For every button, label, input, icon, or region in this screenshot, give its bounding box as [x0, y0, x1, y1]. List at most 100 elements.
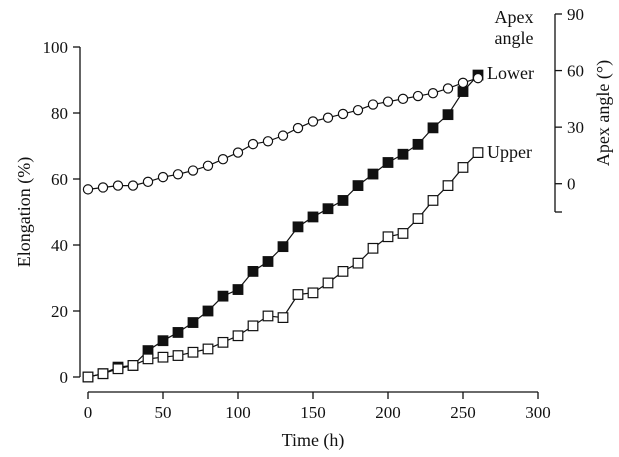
series-line-lower — [87, 74, 479, 378]
data-point — [202, 343, 214, 355]
y2-tick-label: 90 — [567, 5, 584, 24]
x-tick-label: 150 — [300, 403, 326, 422]
y-tick-label: 80 — [51, 104, 68, 123]
y-tick-label: 40 — [51, 236, 68, 255]
data-point — [442, 109, 454, 121]
data-point — [412, 138, 424, 150]
data-point — [172, 169, 184, 180]
data-point — [247, 138, 259, 150]
data-point — [277, 130, 289, 141]
data-point — [412, 90, 424, 102]
x-tick-label: 200 — [375, 403, 401, 422]
y2-tick-label: 30 — [567, 118, 584, 137]
series-markers — [82, 69, 484, 383]
data-point — [412, 213, 424, 225]
data-point — [247, 266, 259, 277]
data-point — [82, 371, 94, 383]
data-point — [307, 116, 319, 127]
series-label-lower: Lower — [487, 63, 534, 83]
data-point — [232, 284, 244, 295]
data-point — [277, 312, 289, 323]
data-point — [202, 160, 214, 171]
data-point — [367, 242, 379, 254]
data-point — [202, 305, 214, 317]
x-tick-label: 50 — [155, 403, 172, 422]
data-point — [217, 336, 229, 348]
y-axis-title: Elongation (%) — [14, 157, 35, 267]
y2-axis-title: Apex angle (°) — [593, 60, 614, 166]
data-point — [352, 257, 364, 269]
data-point — [187, 165, 199, 176]
data-point — [367, 168, 379, 180]
data-point — [457, 162, 469, 173]
series-label-apex-line1: Apex — [495, 7, 534, 27]
data-point — [262, 136, 274, 147]
data-point — [322, 112, 334, 123]
x-tick-label: 100 — [225, 403, 251, 422]
data-point — [367, 99, 379, 110]
data-point — [217, 153, 229, 165]
y-tick-label: 100 — [43, 38, 69, 57]
data-point — [322, 203, 334, 215]
data-point — [112, 363, 124, 375]
y2-tick-label: 60 — [567, 62, 584, 81]
x-tick-label: 0 — [84, 403, 93, 422]
series-label-apex-line2: angle — [495, 28, 534, 48]
data-point — [382, 96, 394, 107]
series-label-upper: Upper — [487, 142, 532, 162]
data-point — [142, 353, 154, 365]
data-point — [262, 310, 274, 322]
data-point — [382, 231, 394, 243]
data-point — [157, 335, 169, 347]
data-point — [337, 108, 349, 120]
data-point — [247, 320, 259, 332]
data-point — [382, 157, 394, 168]
data-point — [97, 182, 109, 193]
y-tick-label: 20 — [51, 302, 68, 321]
x-tick-label: 250 — [450, 403, 476, 422]
series-lines — [87, 74, 479, 378]
data-point — [277, 241, 289, 253]
data-point — [172, 327, 184, 338]
axes — [79, 14, 556, 393]
data-point — [187, 317, 199, 328]
data-point — [292, 289, 304, 300]
data-point — [262, 256, 274, 267]
data-point — [337, 266, 349, 277]
data-point — [127, 180, 139, 191]
data-point — [232, 330, 244, 342]
data-point — [157, 351, 169, 363]
data-point — [457, 77, 469, 89]
data-point — [112, 180, 124, 191]
data-point — [442, 83, 454, 94]
data-point — [427, 122, 439, 134]
y-tick-label: 60 — [51, 170, 68, 189]
data-point — [427, 87, 439, 99]
data-point — [292, 221, 304, 233]
data-point — [232, 147, 244, 158]
data-point — [307, 211, 319, 223]
data-point — [472, 147, 484, 159]
data-point — [427, 195, 439, 206]
data-point — [442, 180, 454, 192]
data-point — [397, 228, 409, 239]
data-point — [292, 122, 304, 134]
data-point — [352, 180, 364, 192]
data-point — [187, 346, 199, 358]
x-axis-title: Time (h) — [282, 430, 345, 451]
data-point — [82, 184, 94, 195]
data-point — [337, 195, 349, 206]
data-point — [457, 86, 469, 97]
y-tick-label: 0 — [60, 368, 69, 387]
data-point — [397, 93, 409, 105]
data-point — [97, 368, 109, 380]
data-point — [172, 350, 184, 361]
data-point — [157, 171, 169, 183]
data-point — [217, 290, 229, 302]
data-point — [472, 72, 484, 84]
data-point — [352, 104, 364, 116]
data-point — [307, 287, 319, 299]
x-tick-label: 300 — [525, 403, 551, 422]
data-point — [397, 148, 409, 160]
